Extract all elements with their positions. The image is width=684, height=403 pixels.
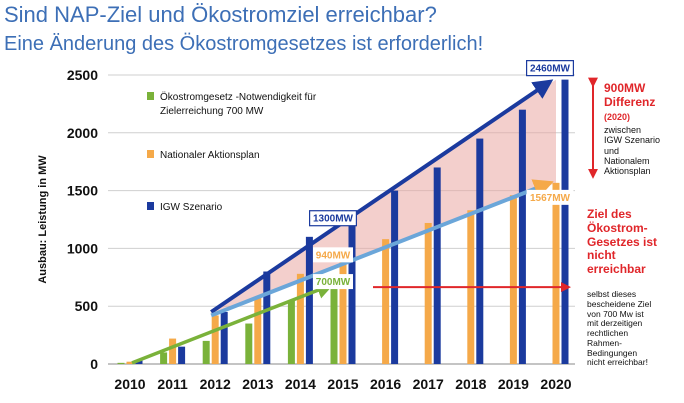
bar-blue: [433, 167, 441, 364]
difference-annotation-title: 900MW Differenz: [604, 81, 656, 110]
goal-annotation-title: Ziel des Ökostrom- Gesetzes ist nicht er…: [587, 207, 658, 277]
y-tick-label: 2000: [67, 125, 98, 141]
data-label: 2460MW: [530, 64, 571, 75]
goal-annotation-line: Ziel des: [587, 207, 632, 221]
bar-orange: [552, 182, 560, 364]
legend-label: Zielerreichung 700 MW: [160, 106, 264, 117]
bar-orange: [254, 296, 262, 364]
goal-annotation-line: Ökostrom-: [587, 220, 648, 235]
legend-label: IGW Szenario: [160, 202, 223, 213]
difference-annotation-line: (2020): [604, 112, 631, 122]
difference-annotation-line: Nationalem: [604, 156, 650, 167]
goal-annotation-line: erreichbar: [587, 262, 646, 277]
y-tick-label: 1000: [67, 240, 98, 256]
bar-blue: [135, 360, 143, 364]
bar-green: [287, 300, 295, 364]
bar-blue: [178, 346, 186, 364]
legend-swatch: [147, 202, 154, 210]
x-tick-label: 2020: [540, 376, 571, 392]
y-tick-label: 0: [90, 356, 98, 372]
goal-annotation-line: Bedingungen: [587, 347, 638, 358]
data-label-box: [309, 210, 358, 227]
x-tick-label: 2016: [370, 376, 401, 392]
ogg-trend-arrow: [131, 282, 335, 365]
y-tick-label: 2500: [67, 67, 98, 83]
y-axis-label: Ausbau: Leistung in MW: [37, 155, 49, 284]
goal-annotation-line: Rahmen-: [587, 337, 622, 348]
bar-orange: [296, 273, 304, 364]
legend-label: Nationaler Aktionsplan: [160, 150, 260, 161]
bar-green: [245, 323, 253, 364]
goal-annotation-line: bescheidene Ziel: [587, 298, 652, 309]
bar-blue: [391, 190, 399, 364]
bar-green: [117, 362, 125, 364]
x-tick-label: 2015: [327, 376, 358, 392]
bar-orange: [169, 338, 177, 364]
difference-annotation-line: IGW Szenario: [604, 135, 661, 146]
difference-annotation-line: Differenz: [604, 94, 656, 109]
goal-annotation-text: selbst dieses bescheidene Ziel von 700 M…: [587, 289, 652, 368]
bar-orange: [339, 255, 347, 364]
y-tick-label: 500: [75, 298, 99, 314]
igw-trend-arrow: [210, 79, 554, 314]
x-tick-label: 2013: [242, 376, 273, 392]
difference-annotation-line: zwischen: [604, 125, 642, 135]
bar-blue: [476, 138, 484, 364]
bar-orange: [211, 315, 219, 364]
x-tick-label: 2019: [498, 376, 529, 392]
difference-area: [211, 79, 556, 316]
bar-orange: [424, 222, 432, 364]
bar-green: [160, 352, 168, 364]
data-label-box: [313, 274, 353, 290]
bar-blue: [220, 311, 228, 364]
x-tick-label: 2018: [455, 376, 486, 392]
x-tick-label: 2012: [200, 376, 231, 392]
difference-annotation-year: (2020): [604, 112, 630, 122]
data-label: 700MW: [316, 277, 351, 288]
goal-annotation-line: Gesetzes ist: [587, 234, 658, 249]
bar-blue: [305, 236, 313, 364]
x-tick-label: 2010: [114, 376, 145, 392]
data-label-box: [526, 189, 574, 205]
bar-blue: [518, 109, 526, 365]
bar-green: [202, 340, 210, 364]
goal-annotation-line: von 700 Mw ist: [587, 308, 644, 319]
goal-annotation-line: rechtlichen: [587, 328, 629, 339]
goal-annotation-line: mit derzeitigen: [587, 318, 643, 329]
data-label: 1567MW: [530, 193, 571, 204]
legend-swatch: [147, 92, 154, 100]
difference-annotation-line: 900MW: [604, 81, 646, 95]
goal-annotation-line: nicht: [587, 248, 616, 263]
bar-orange: [509, 195, 517, 364]
bar-blue: [561, 79, 569, 365]
bar-green: [330, 283, 338, 364]
nap-trend-arrow: [210, 179, 554, 318]
x-tick-label: 2011: [157, 376, 188, 392]
goal-annotation-line: nicht erreichbar!: [587, 357, 648, 368]
data-label: 1300MW: [313, 214, 354, 225]
data-label: 940MW: [316, 250, 351, 261]
page-title: Sind NAP-Ziel und Ökostromziel erreichba…: [4, 2, 437, 27]
bar-orange: [382, 239, 390, 364]
page-subtitle: Eine Änderung des Ökostromgesetzes ist e…: [4, 33, 484, 55]
legend-swatch: [147, 150, 154, 158]
legend-label: Ökostromgesetz -Notwendigkeit für: [160, 91, 317, 103]
x-tick-label: 2017: [413, 376, 444, 392]
data-label-box: [313, 247, 353, 263]
difference-annotation-line: und: [604, 145, 620, 156]
goal-annotation-line: selbst dieses: [587, 289, 637, 299]
x-tick-label: 2014: [285, 376, 316, 392]
data-label-box: [525, 60, 574, 77]
difference-annotation-text: zwischen IGW Szenario und Nationalem Akt…: [604, 125, 660, 177]
y-tick-label: 1500: [67, 183, 98, 199]
difference-annotation-line: Aktionsplan: [604, 166, 651, 177]
bar-orange: [126, 361, 134, 364]
bar-blue: [263, 271, 271, 364]
